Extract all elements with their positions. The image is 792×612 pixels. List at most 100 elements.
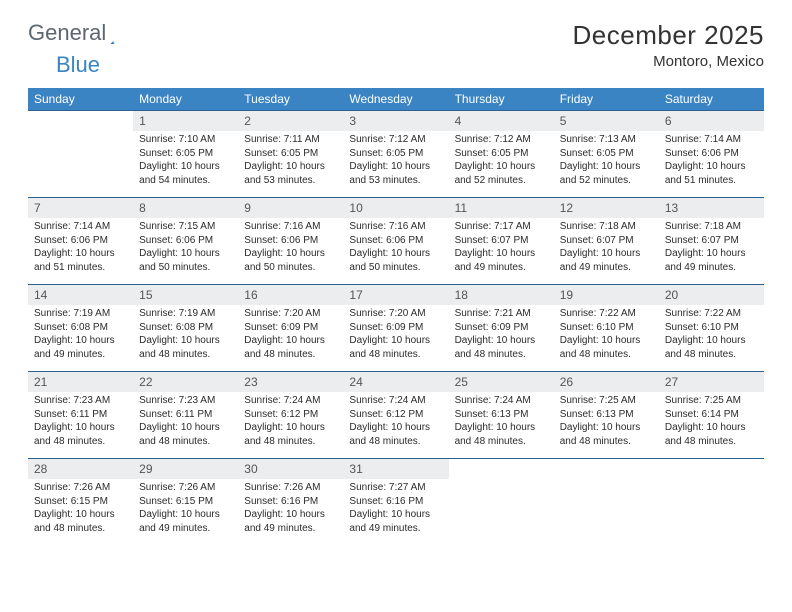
- day-number: 13: [659, 198, 764, 218]
- day-detail-line: Sunset: 6:16 PM: [244, 495, 337, 509]
- day-content-cell: Sunrise: 7:27 AMSunset: 6:16 PMDaylight:…: [343, 479, 448, 545]
- day-number-cell: 30: [238, 459, 343, 480]
- day-content-cell: Sunrise: 7:16 AMSunset: 6:06 PMDaylight:…: [343, 218, 448, 285]
- day-number-cell: 1: [133, 111, 238, 132]
- week-content-row: Sunrise: 7:23 AMSunset: 6:11 PMDaylight:…: [28, 392, 764, 459]
- day-detail-line: and 49 minutes.: [139, 522, 232, 536]
- day-detail-line: and 49 minutes.: [560, 261, 653, 275]
- day-detail-line: and 48 minutes.: [349, 435, 442, 449]
- day-detail-line: Daylight: 10 hours: [455, 421, 548, 435]
- day-detail-line: Sunset: 6:07 PM: [455, 234, 548, 248]
- day-number-cell: 4: [449, 111, 554, 132]
- brand-logo: General: [28, 20, 138, 46]
- day-detail-line: Daylight: 10 hours: [455, 160, 548, 174]
- day-number: 8: [133, 198, 238, 218]
- day-detail-line: Sunrise: 7:21 AM: [455, 307, 548, 321]
- day-detail-line: Daylight: 10 hours: [665, 247, 758, 261]
- day-content-cell: Sunrise: 7:14 AMSunset: 6:06 PMDaylight:…: [659, 131, 764, 198]
- day-content-cell: [554, 479, 659, 545]
- day-detail-line: Sunset: 6:09 PM: [349, 321, 442, 335]
- day-content-cell: Sunrise: 7:25 AMSunset: 6:13 PMDaylight:…: [554, 392, 659, 459]
- day-number-cell: 21: [28, 372, 133, 393]
- day-detail-line: Daylight: 10 hours: [244, 334, 337, 348]
- day-detail-line: Sunrise: 7:17 AM: [455, 220, 548, 234]
- day-number: 18: [449, 285, 554, 305]
- day-number-cell: 14: [28, 285, 133, 306]
- day-number: 24: [343, 372, 448, 392]
- day-number-cell: 2: [238, 111, 343, 132]
- day-detail-line: Daylight: 10 hours: [560, 247, 653, 261]
- title-block: December 2025 Montoro, Mexico: [573, 20, 765, 70]
- day-number-cell: 6: [659, 111, 764, 132]
- day-detail-line: Sunset: 6:05 PM: [455, 147, 548, 161]
- day-number: 20: [659, 285, 764, 305]
- day-detail-line: Sunset: 6:10 PM: [560, 321, 653, 335]
- day-detail-line: Sunset: 6:15 PM: [139, 495, 232, 509]
- week-content-row: Sunrise: 7:19 AMSunset: 6:08 PMDaylight:…: [28, 305, 764, 372]
- dow-header: Thursday: [449, 88, 554, 111]
- day-number-cell: 28: [28, 459, 133, 480]
- day-detail-line: and 49 minutes.: [34, 348, 127, 362]
- day-number-cell: 7: [28, 198, 133, 219]
- day-number: 28: [28, 459, 133, 479]
- day-number-cell: 22: [133, 372, 238, 393]
- day-number-cell: .: [554, 459, 659, 480]
- day-number: 23: [238, 372, 343, 392]
- day-detail-line: Sunset: 6:06 PM: [349, 234, 442, 248]
- week-daynum-row: .123456: [28, 111, 764, 132]
- day-detail-line: and 53 minutes.: [349, 174, 442, 188]
- day-detail-line: Daylight: 10 hours: [455, 334, 548, 348]
- day-detail-line: and 48 minutes.: [665, 435, 758, 449]
- day-content-cell: Sunrise: 7:14 AMSunset: 6:06 PMDaylight:…: [28, 218, 133, 285]
- day-detail-line: and 48 minutes.: [244, 348, 337, 362]
- day-detail-line: Daylight: 10 hours: [455, 247, 548, 261]
- day-number-cell: 19: [554, 285, 659, 306]
- day-detail-line: and 48 minutes.: [560, 348, 653, 362]
- day-detail-line: Sunrise: 7:26 AM: [139, 481, 232, 495]
- day-detail-line: Sunset: 6:16 PM: [349, 495, 442, 509]
- day-content-cell: Sunrise: 7:25 AMSunset: 6:14 PMDaylight:…: [659, 392, 764, 459]
- day-detail-line: Sunrise: 7:20 AM: [349, 307, 442, 321]
- day-number: 11: [449, 198, 554, 218]
- day-detail-line: and 48 minutes.: [34, 435, 127, 449]
- day-number: 22: [133, 372, 238, 392]
- month-title: December 2025: [573, 20, 765, 51]
- day-of-week-row: SundayMondayTuesdayWednesdayThursdayFrid…: [28, 88, 764, 111]
- day-number-cell: 23: [238, 372, 343, 393]
- day-detail-line: Daylight: 10 hours: [139, 247, 232, 261]
- day-detail-line: Sunrise: 7:20 AM: [244, 307, 337, 321]
- day-detail-line: Sunrise: 7:16 AM: [244, 220, 337, 234]
- day-detail-line: Sunrise: 7:25 AM: [560, 394, 653, 408]
- day-content-cell: Sunrise: 7:21 AMSunset: 6:09 PMDaylight:…: [449, 305, 554, 372]
- day-detail-line: Sunset: 6:06 PM: [139, 234, 232, 248]
- day-detail-line: and 48 minutes.: [244, 435, 337, 449]
- day-number-cell: 15: [133, 285, 238, 306]
- day-content-cell: Sunrise: 7:20 AMSunset: 6:09 PMDaylight:…: [343, 305, 448, 372]
- day-number: 9: [238, 198, 343, 218]
- dow-header: Saturday: [659, 88, 764, 111]
- day-number: 15: [133, 285, 238, 305]
- day-content-cell: Sunrise: 7:24 AMSunset: 6:13 PMDaylight:…: [449, 392, 554, 459]
- day-detail-line: Sunrise: 7:14 AM: [665, 133, 758, 147]
- day-detail-line: Sunset: 6:09 PM: [455, 321, 548, 335]
- week-daynum-row: 78910111213: [28, 198, 764, 219]
- day-detail-line: Sunrise: 7:14 AM: [34, 220, 127, 234]
- day-detail-line: and 50 minutes.: [349, 261, 442, 275]
- day-detail-line: and 48 minutes.: [349, 348, 442, 362]
- day-detail-line: Sunset: 6:07 PM: [665, 234, 758, 248]
- day-number: 14: [28, 285, 133, 305]
- day-detail-line: and 49 minutes.: [665, 261, 758, 275]
- day-content-cell: [449, 479, 554, 545]
- week-content-row: Sunrise: 7:14 AMSunset: 6:06 PMDaylight:…: [28, 218, 764, 285]
- day-number: 10: [343, 198, 448, 218]
- day-detail-line: Daylight: 10 hours: [244, 508, 337, 522]
- day-detail-line: Sunrise: 7:12 AM: [455, 133, 548, 147]
- week-daynum-row: 14151617181920: [28, 285, 764, 306]
- day-detail-line: Sunset: 6:05 PM: [349, 147, 442, 161]
- location-label: Montoro, Mexico: [573, 53, 765, 70]
- day-detail-line: Daylight: 10 hours: [665, 421, 758, 435]
- day-detail-line: Sunset: 6:11 PM: [34, 408, 127, 422]
- day-detail-line: Daylight: 10 hours: [34, 421, 127, 435]
- day-number: 12: [554, 198, 659, 218]
- day-content-cell: Sunrise: 7:13 AMSunset: 6:05 PMDaylight:…: [554, 131, 659, 198]
